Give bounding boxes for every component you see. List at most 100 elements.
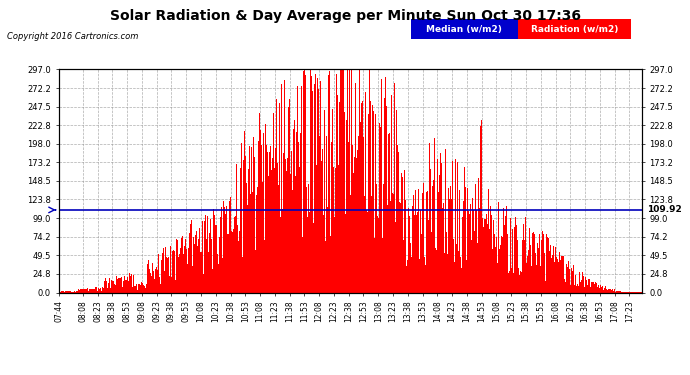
Bar xyxy=(359,69,360,292)
Bar xyxy=(579,272,580,292)
Bar xyxy=(199,228,201,292)
Bar xyxy=(335,168,337,292)
Bar xyxy=(181,236,183,292)
Bar xyxy=(605,286,607,292)
Bar xyxy=(407,260,408,292)
Bar xyxy=(103,288,104,292)
Bar xyxy=(517,240,518,292)
Bar xyxy=(154,279,155,292)
Bar xyxy=(308,184,309,292)
Bar xyxy=(247,205,248,292)
Bar xyxy=(563,256,564,292)
Bar xyxy=(496,237,497,292)
Bar xyxy=(333,167,335,292)
Bar xyxy=(482,218,483,292)
Bar xyxy=(295,176,296,292)
Bar xyxy=(340,69,342,292)
Bar xyxy=(280,217,282,292)
Bar xyxy=(151,276,152,292)
Bar xyxy=(201,252,202,292)
Bar xyxy=(370,101,371,292)
Bar xyxy=(222,258,223,292)
Bar xyxy=(424,257,425,292)
Bar xyxy=(110,288,111,292)
Bar xyxy=(493,220,494,292)
Bar xyxy=(342,69,344,292)
Bar xyxy=(211,240,213,292)
Bar xyxy=(227,234,228,292)
Bar xyxy=(104,281,105,292)
Bar xyxy=(179,254,180,292)
Bar xyxy=(488,189,489,292)
Bar xyxy=(408,207,409,292)
Bar xyxy=(602,286,603,292)
Bar xyxy=(159,277,160,292)
Bar xyxy=(477,243,478,292)
Bar xyxy=(149,269,150,292)
Bar xyxy=(294,120,295,292)
Bar xyxy=(91,288,92,292)
Bar xyxy=(355,83,356,292)
Bar xyxy=(608,288,609,292)
Bar xyxy=(93,289,94,292)
Bar xyxy=(299,166,300,292)
Bar xyxy=(540,266,541,292)
Bar xyxy=(190,220,192,292)
Bar xyxy=(292,190,293,292)
Bar xyxy=(569,269,570,292)
Bar xyxy=(357,150,358,292)
Bar xyxy=(100,288,101,292)
Bar xyxy=(397,145,398,292)
Bar xyxy=(506,234,508,292)
Bar xyxy=(460,258,462,292)
Bar xyxy=(478,178,479,292)
Bar xyxy=(354,157,355,292)
Bar xyxy=(432,186,433,292)
Bar xyxy=(102,287,103,292)
Bar xyxy=(312,91,313,292)
Bar xyxy=(115,285,116,292)
Bar xyxy=(77,291,79,292)
Bar xyxy=(315,74,316,292)
Bar xyxy=(476,210,477,292)
Bar xyxy=(616,291,617,292)
Bar xyxy=(423,183,424,292)
Bar xyxy=(158,254,159,292)
Bar xyxy=(388,133,390,292)
Bar xyxy=(402,177,404,292)
Bar xyxy=(80,289,81,292)
Bar xyxy=(106,281,107,292)
Bar xyxy=(321,161,322,292)
Bar xyxy=(538,248,540,292)
Bar xyxy=(176,239,177,292)
Bar xyxy=(483,227,484,292)
Bar xyxy=(187,264,188,292)
Bar xyxy=(556,256,557,292)
Bar xyxy=(257,141,259,292)
Bar xyxy=(301,86,302,292)
Bar xyxy=(261,145,262,292)
Bar xyxy=(155,269,156,292)
Bar xyxy=(577,284,578,292)
Bar xyxy=(83,290,84,292)
Bar xyxy=(562,256,563,292)
Bar xyxy=(296,132,297,292)
Bar xyxy=(269,152,270,292)
Bar xyxy=(572,271,573,292)
Bar xyxy=(436,250,437,292)
Bar xyxy=(466,260,467,292)
Bar xyxy=(380,127,381,292)
Bar xyxy=(282,209,283,292)
Bar xyxy=(245,156,246,292)
Bar xyxy=(119,278,121,292)
Bar xyxy=(81,289,82,292)
Text: Copyright 2016 Cartronics.com: Copyright 2016 Cartronics.com xyxy=(7,32,138,41)
Bar xyxy=(314,84,315,292)
Bar xyxy=(574,285,575,292)
Bar xyxy=(337,95,338,292)
Bar xyxy=(338,165,339,292)
Bar xyxy=(366,210,367,292)
Bar xyxy=(442,208,443,292)
Bar xyxy=(148,260,149,292)
Bar xyxy=(571,268,572,292)
